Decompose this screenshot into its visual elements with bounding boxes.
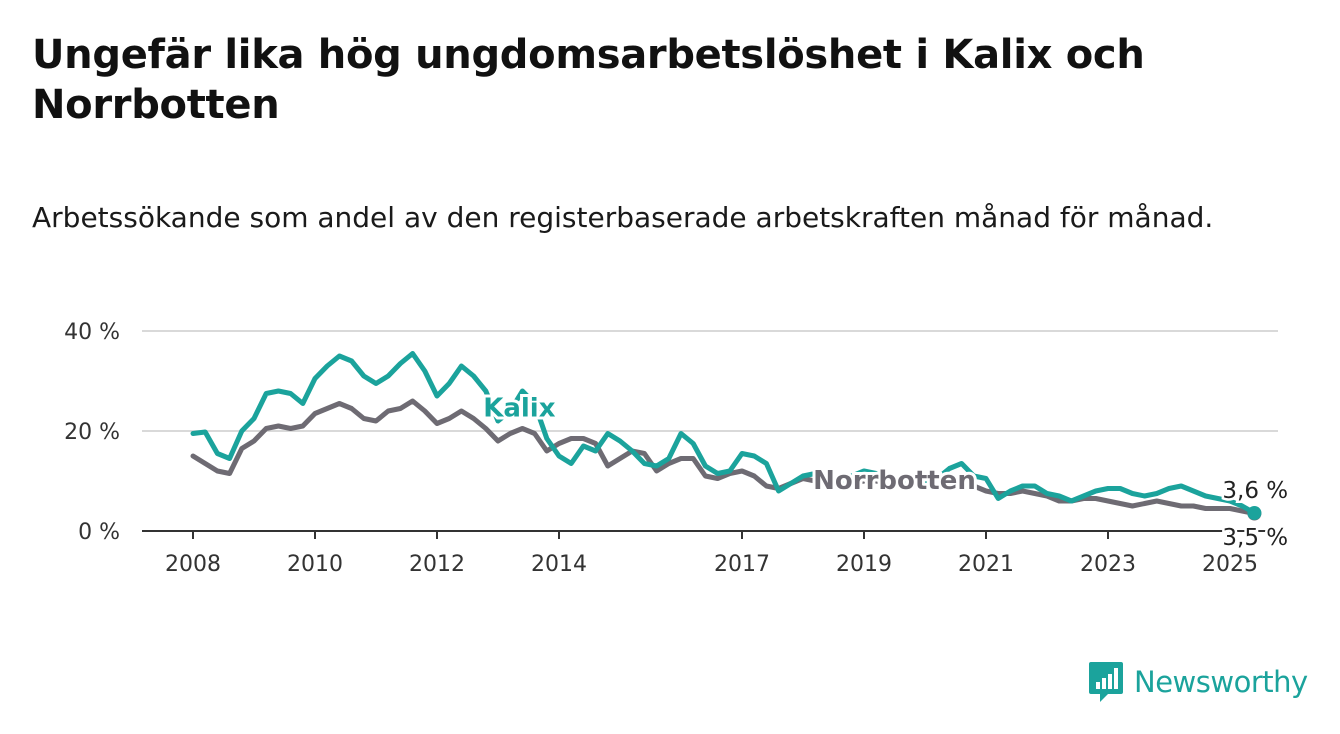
series-lines (190, 351, 1262, 521)
x-tick-label: 2008 (165, 552, 221, 577)
end-label-norrbotten: 3,5 % (1222, 525, 1288, 551)
x-tick-label: 2023 (1080, 552, 1136, 577)
end-label-kalix: 3,6 % (1222, 478, 1288, 504)
x-tick-label: 2012 (409, 552, 465, 577)
series-labels: Kalix Norrbotten 3,6 % 3,5 % (480, 391, 1290, 554)
series-label-norrbotten: Norrbotten (813, 466, 976, 496)
x-tick-label: 2021 (958, 552, 1014, 577)
brand-name: Newsworthy (1134, 665, 1308, 699)
x-tick-label: 2019 (836, 552, 892, 577)
axes: 0 % 20 % 40 % 2008 2010 2012 2014 2017 2019 2021 2… (64, 320, 1278, 577)
series-label-kalix: Kalix (483, 394, 556, 424)
y-tick-label: 0 % (78, 520, 120, 545)
x-tick-label: 2014 (531, 552, 587, 577)
series-line-kalix (190, 351, 1257, 516)
chart-title: Ungefär lika hög ungdomsarbetslöshet i K… (32, 32, 1145, 128)
brand: Newsworthy (1088, 660, 1308, 704)
chart-subtitle: Arbetssökande som andel av den registerb… (32, 201, 1214, 234)
gridlines (142, 330, 1278, 432)
y-tick-label: 20 % (64, 420, 120, 445)
x-tick-label: 2017 (714, 552, 770, 577)
x-tick-label: 2025 (1202, 552, 1258, 577)
newsworthy-logo-icon (1089, 662, 1123, 702)
y-tick-label: 40 % (64, 320, 120, 345)
series-line-norrbotten (190, 398, 1257, 516)
end-point-kalix (1247, 506, 1262, 520)
x-tick-label: 2010 (287, 552, 343, 577)
